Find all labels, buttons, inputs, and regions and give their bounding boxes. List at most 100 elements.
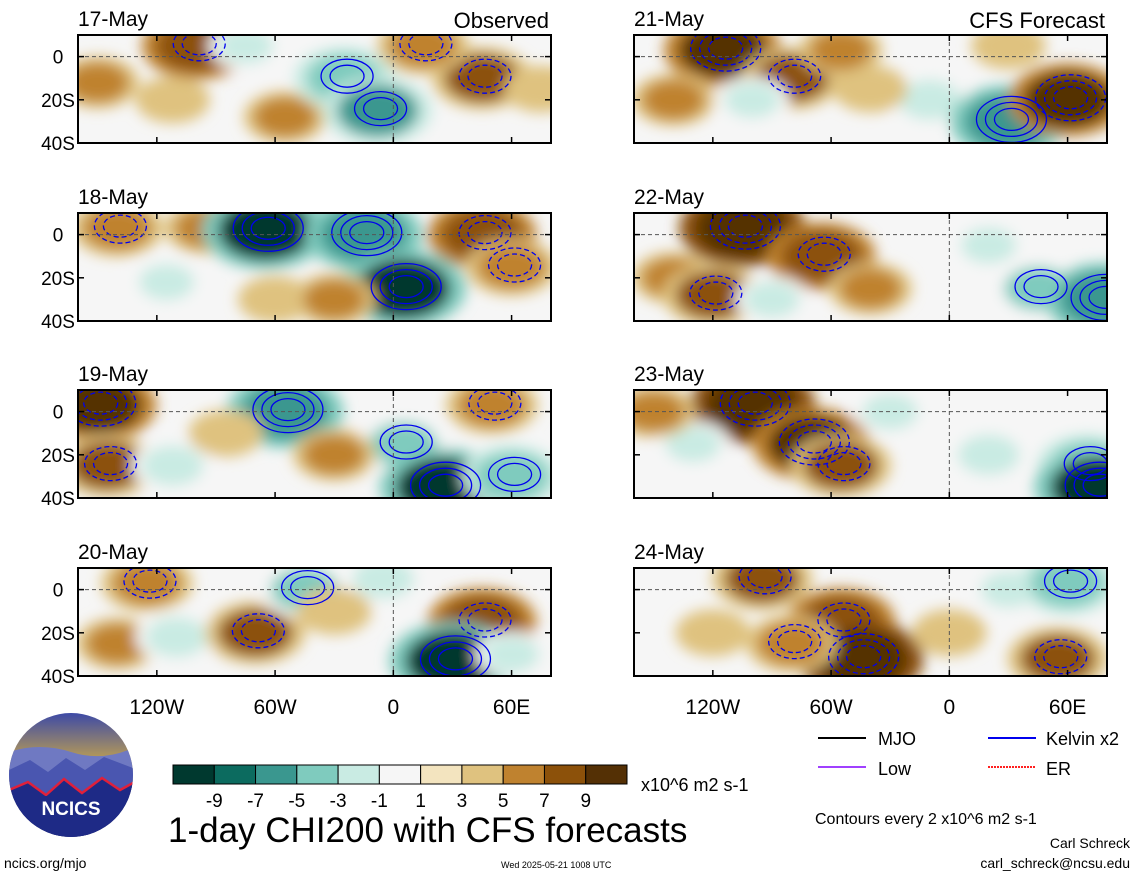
- kelvin-contour: [409, 461, 482, 498]
- kelvin-contours: [719, 390, 1107, 498]
- kelvin-contour: [699, 35, 753, 66]
- kelvin-contour: [993, 107, 1030, 132]
- field-core: [337, 84, 418, 137]
- kelvin-contour: [689, 275, 743, 311]
- panel-date-label: 22-May: [634, 186, 705, 209]
- kelvin-contour: [1052, 86, 1089, 110]
- kelvin-contour: [102, 214, 139, 238]
- map-panel-24-May: 24-May 120W 60W 0 60E: [633, 541, 1108, 719]
- colorbar-swatch: [461, 764, 504, 785]
- x-tick-label: 60E: [1049, 696, 1086, 719]
- kelvin-contour: [231, 613, 286, 649]
- kelvin-contour: [458, 214, 512, 251]
- field-core: [862, 393, 918, 430]
- field-core: [306, 593, 362, 630]
- legend-er-label: ER: [1046, 759, 1071, 779]
- kelvin-contour: [496, 253, 533, 277]
- kelvin-contour: [349, 220, 385, 245]
- kelvin-contours: [123, 568, 512, 676]
- kelvin-contour: [690, 35, 762, 72]
- kelvin-contour: [768, 58, 822, 94]
- colorbar-tick-label: -1: [371, 791, 388, 812]
- kelvin-contour: [78, 390, 128, 421]
- x-tick-label: 60W: [253, 696, 296, 719]
- kelvin-contour: [78, 390, 137, 427]
- kelvin-contours: [78, 390, 542, 498]
- kelvin-contour: [708, 36, 744, 60]
- colorbar-tick-label: -7: [247, 791, 264, 812]
- kelvin-contour: [250, 216, 286, 240]
- map-panel-23-May: 23-May: [633, 363, 1108, 499]
- colorbar-units: x10^6 m2 s-1: [641, 775, 749, 795]
- kelvin-contour: [241, 213, 295, 246]
- map-panels: 17-May Observed020S40S18-May020S40S19-May…: [41, 8, 1108, 719]
- colorbar-tick-label: 3: [457, 791, 468, 812]
- kelvin-contour: [845, 645, 882, 669]
- y-tick-label: 20S: [41, 446, 75, 467]
- kelvin-contour: [92, 451, 129, 476]
- panel-frame: [77, 567, 552, 677]
- kelvin-contour: [181, 35, 217, 56]
- x-tick-label: 120W: [685, 696, 740, 719]
- y-tick-label: 40S: [41, 312, 75, 333]
- kelvin-contour: [836, 639, 891, 675]
- ncics-logo: NCICS: [9, 713, 133, 837]
- field-core: [724, 81, 780, 118]
- field-core: [757, 621, 826, 666]
- kelvin-contour: [1043, 568, 1098, 599]
- kelvin-contour: [826, 608, 862, 632]
- field-core: [218, 608, 293, 657]
- kelvin-contour: [1064, 461, 1107, 498]
- kelvin-contour: [1034, 74, 1107, 122]
- kelvin-contour: [496, 462, 533, 487]
- kelvin-contour: [1023, 274, 1059, 299]
- panel-date-label: 20-May: [78, 541, 149, 564]
- kelvin-contours: [738, 568, 1098, 676]
- kelvin-contour: [737, 391, 773, 415]
- kelvin-contour: [458, 602, 512, 638]
- kelvin-contour: [806, 242, 842, 266]
- kelvin-contour: [719, 390, 791, 427]
- colorbar-swatch: [585, 764, 628, 785]
- kelvin-contour: [1014, 268, 1068, 305]
- kelvin-contour: [727, 214, 764, 238]
- field-core: [483, 636, 540, 673]
- y-tick-label: 20S: [41, 624, 75, 645]
- kelvin-contour: [353, 90, 408, 127]
- panel-date-label: 21-May: [634, 8, 705, 31]
- kelvin-contour: [984, 101, 1039, 138]
- panel-date-label: 24-May: [634, 541, 705, 564]
- legend-mjo-label: MJO: [878, 729, 916, 749]
- kelvin-contour: [418, 467, 473, 498]
- y-tick-label: 0: [53, 226, 64, 247]
- kelvin-contour: [698, 281, 734, 305]
- y-tick-label: 40S: [41, 667, 75, 688]
- field-core: [145, 617, 208, 658]
- panel-frame: [77, 34, 552, 144]
- field-core: [724, 568, 800, 603]
- kelvin-contour: [289, 575, 326, 600]
- field-core: [957, 434, 1020, 475]
- legend: MJO Kelvin x2 Low ER: [818, 729, 1119, 779]
- panel-date-label: 19-May: [78, 363, 149, 386]
- kelvin-contour: [826, 451, 862, 476]
- panel-frame: [633, 34, 1108, 144]
- field-core: [86, 623, 149, 664]
- field-core: [303, 279, 366, 320]
- kelvin-contour: [270, 397, 306, 422]
- colorbar-swatch: [378, 764, 422, 785]
- kelvin-contour: [467, 64, 503, 88]
- colorbar-tick-label: 5: [498, 791, 509, 812]
- colorbar: -9 -7 -5 -3 -1 1 3 5 7 9: [172, 764, 628, 812]
- colorbar-tick-label: -5: [288, 791, 305, 812]
- kelvin-contour: [83, 391, 119, 415]
- kelvin-contour: [487, 247, 542, 283]
- kelvin-contour: [320, 58, 374, 94]
- kelvin-contour: [467, 608, 503, 632]
- x-tick-label: 60E: [493, 696, 530, 719]
- field-core: [356, 258, 450, 319]
- kelvin-contour: [388, 274, 424, 299]
- kelvin-contour: [379, 424, 433, 460]
